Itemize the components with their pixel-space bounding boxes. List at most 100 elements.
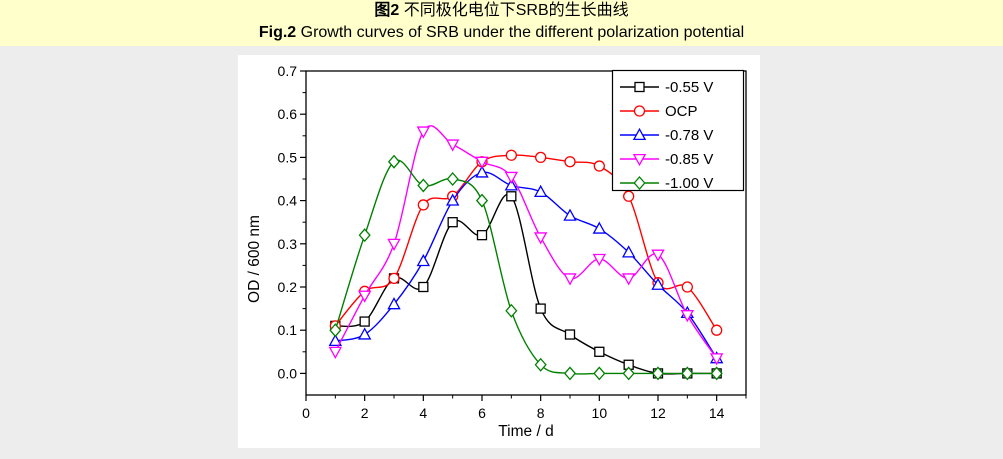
data-marker--0.85V [475,156,489,169]
data-marker--0.85V [680,310,695,323]
legend-box [611,69,745,192]
legend-label: -1.00 V [665,175,713,192]
data-marker--1.00V [329,323,342,338]
legend-label: -0.78 V [665,127,713,144]
data-marker--0.78V [592,221,607,234]
data-marker--0.55V [535,303,546,314]
data-marker--0.85V [357,290,372,303]
legend-marker-square [634,81,645,93]
data-marker--0.78V [533,184,548,198]
growth-chart: 0 2 4 6 8 10 12 14 0.0 0.1 0.2 0.3 0.4 0.5 0.6 0.7 Time … [246,63,747,440]
x-axis-tick-label: 4 [419,405,427,421]
data-marker-OCP [388,272,400,285]
data-marker--1.00V [593,366,606,381]
data-marker--0.55V [506,191,517,202]
data-marker--0.85V [621,273,636,286]
x-axis-tick-label: 10 [592,405,608,421]
data-marker--0.78V [445,193,460,206]
data-marker--0.55V [476,230,488,241]
data-marker--1.00V [651,366,665,381]
y-axis-tick-label: 0.3 [278,236,298,252]
data-marker-OCP [593,160,605,172]
x-axis-tick-label: 8 [537,405,545,421]
data-marker--0.85V [445,139,460,152]
data-marker--0.85V [709,353,724,366]
data-marker--0.78V [563,208,577,221]
series-curve-OCP [334,154,718,331]
y-axis-tick-label: 0.4 [278,193,298,209]
data-marker--1.00V [622,366,635,381]
figure-title-zh-text: 不同极化电位下SRB的生长曲线 [399,2,629,19]
data-marker--0.85V [504,171,519,184]
data-marker--0.85V [328,346,343,359]
figure-title-en-text: Growth curves of SRB under the different… [296,24,745,41]
y-axis-tick-label: 0.0 [278,365,298,381]
x-axis-tick-label: 0 [302,405,310,421]
legend-label: -0.55 V [665,79,713,96]
figure-number-zh: 图2 [374,2,400,19]
y-axis-tick-label: 0.6 [278,106,298,122]
x-axis-tick-label: 12 [650,405,666,421]
data-marker--1.00V [387,154,401,169]
data-marker--0.78V [621,245,636,258]
data-marker--0.85V [387,238,401,251]
x-axis-title: Time / d [498,423,553,440]
y-axis-tick-label: 0.2 [278,279,298,295]
data-marker--0.78V [416,253,431,267]
data-marker--0.78V [387,297,401,310]
data-marker--0.85V [533,232,548,245]
x-axis-tick-label: 14 [709,405,725,421]
data-marker--1.00V [475,193,489,208]
plot-border [305,70,747,396]
y-axis-tick-label: 0.5 [278,149,298,165]
data-marker-OCP [505,149,517,161]
data-marker--0.55V [447,217,458,228]
data-marker-OCP [564,156,576,168]
data-marker-OCP [535,151,547,164]
data-marker--0.55V [594,346,605,357]
data-marker-OCP [623,190,635,202]
data-marker--1.00V [446,172,459,186]
data-marker--0.85V [416,126,431,139]
figure-title-zh: 图2 不同极化电位下SRB的生长曲线 [0,0,1003,22]
legend-marker-circle [633,105,646,117]
data-marker--1.00V [681,366,694,381]
data-marker--1.00V [358,228,371,243]
data-marker--0.78V [651,277,665,290]
data-marker--0.55V [564,329,576,340]
y-axis-title: OD / 600 nm [246,215,263,303]
figure-title-en: Fig.2 Growth curves of SRB under the dif… [0,22,1003,44]
legend-marker-triangle-down [632,153,647,167]
figure-caption-banner: 图2 不同极化电位下SRB的生长曲线 Fig.2 Growth curves o… [0,0,1003,46]
data-marker--0.85V [592,253,607,267]
data-marker--0.55V [359,316,370,327]
series-curve--0.78V [335,171,718,359]
data-marker-OCP [711,324,723,336]
legend-label: OCP [665,103,698,120]
data-marker--0.85V [651,249,665,262]
y-axis-tick-label: 0.7 [278,63,298,79]
data-marker--1.00V [710,366,723,381]
legend-marker-diamond [633,176,646,190]
data-marker--0.78V [328,333,343,347]
data-marker--1.00V [505,303,518,318]
x-axis-tick-label: 2 [361,405,369,421]
data-marker--0.55V [418,281,429,293]
figure-number-en: Fig.2 [258,24,297,41]
data-marker--1.00V [534,357,547,372]
chart-figure: 0 2 4 6 8 10 12 14 0.0 0.1 0.2 0.3 0.4 0.5 0.6 0.7 Time … [238,55,760,448]
data-marker--1.00V [417,178,430,193]
data-marker--0.85V [563,273,577,286]
legend-label: -0.85 V [665,151,713,168]
x-axis-tick-label: 6 [478,405,486,421]
data-marker--0.78V [475,165,489,178]
series-curve--1.00V [334,159,717,375]
data-marker--0.78V [504,178,519,191]
data-marker-OCP [417,199,429,211]
y-axis-tick-label: 0.1 [278,322,298,338]
data-marker--1.00V [563,366,577,381]
data-marker--0.78V [357,327,372,340]
legend-marker-triangle-up [632,127,647,141]
data-marker-OCP [681,281,693,293]
